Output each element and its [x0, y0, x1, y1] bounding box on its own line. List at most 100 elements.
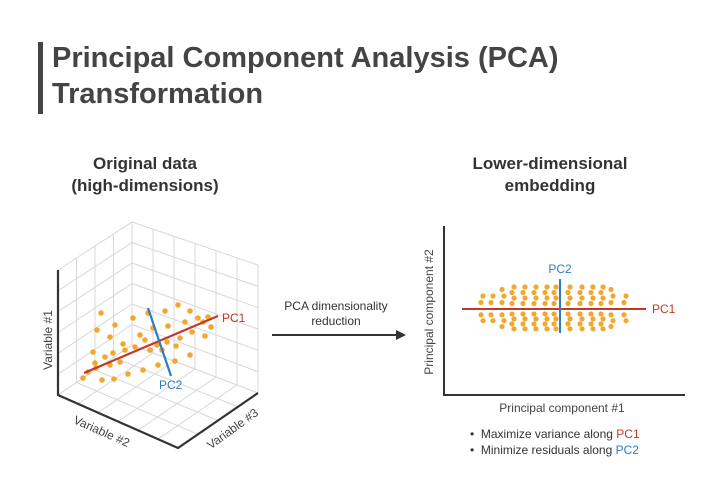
- cube-axes: [56, 270, 259, 450]
- data-point: [588, 311, 594, 317]
- data-point: [509, 289, 515, 296]
- data-point: [590, 295, 596, 301]
- data-point: [621, 312, 627, 318]
- data-point: [511, 316, 517, 322]
- data-point: [577, 311, 583, 317]
- data-point: [567, 284, 573, 290]
- data-point: [600, 295, 606, 301]
- axis-label-variable-3: Variable #3: [204, 405, 261, 452]
- grid-line: [131, 303, 259, 351]
- data-point: [608, 312, 614, 318]
- data-point: [579, 284, 585, 290]
- data-point: [480, 293, 486, 299]
- data-point: [598, 321, 604, 327]
- y-axis-label: Principal component #2: [422, 249, 436, 375]
- data-point: [542, 311, 548, 317]
- data-point: [112, 322, 118, 328]
- data-point: [499, 323, 505, 330]
- data-point: [565, 300, 571, 307]
- data-point: [600, 316, 606, 322]
- data-point: [520, 311, 526, 317]
- data-point: [565, 289, 571, 296]
- data-point: [488, 299, 494, 306]
- data-point: [122, 347, 128, 353]
- data-point: [531, 321, 537, 327]
- data-point: [533, 316, 539, 322]
- grid-line: [57, 283, 133, 333]
- data-point: [208, 324, 214, 330]
- data-point: [579, 295, 585, 301]
- grid-line: [131, 262, 259, 309]
- data-point: [501, 318, 507, 324]
- data-point: [99, 377, 105, 383]
- data-point: [137, 332, 143, 338]
- data-point: [544, 295, 550, 301]
- data-point: [142, 337, 148, 343]
- pc2-line-3d: [146, 307, 173, 377]
- data-point: [520, 289, 526, 296]
- data-point: [175, 302, 181, 308]
- data-point: [92, 360, 98, 366]
- page-title: Principal Component Analysis (PCA) Trans…: [52, 40, 559, 112]
- grid-line: [57, 262, 133, 313]
- data-point: [600, 326, 606, 332]
- data-point: [623, 293, 629, 299]
- data-point: [501, 293, 507, 299]
- data-point: [621, 299, 627, 306]
- bullet-1: • Maximize variance along PC1: [470, 427, 640, 441]
- data-point: [588, 321, 594, 327]
- pc2-label-2d: PC2: [548, 262, 572, 276]
- data-point: [80, 375, 86, 381]
- data-point: [130, 315, 136, 321]
- right-heading: Lower-dimensional embedding: [460, 153, 640, 197]
- data-point: [177, 335, 183, 341]
- data-point: [553, 284, 559, 290]
- data-point: [565, 321, 571, 327]
- data-point: [598, 300, 604, 307]
- data-point: [499, 286, 505, 293]
- data-point: [531, 311, 537, 317]
- data-point: [542, 321, 548, 327]
- data-point: [522, 295, 528, 301]
- data-point: [623, 318, 629, 324]
- data-point: [608, 286, 614, 293]
- x-axis-label: Principal component #1: [499, 401, 625, 415]
- data-point: [488, 312, 494, 318]
- data-point: [533, 284, 539, 290]
- axis-label-variable-1: Variable #1: [41, 310, 55, 370]
- data-point: [132, 344, 138, 350]
- data-point: [579, 326, 585, 332]
- data-point: [147, 347, 153, 353]
- data-point: [480, 318, 486, 324]
- data-point: [117, 359, 123, 365]
- data-point: [511, 326, 517, 332]
- data-point: [590, 316, 596, 322]
- data-point: [590, 326, 596, 332]
- data-point: [509, 321, 515, 327]
- data-point: [531, 289, 537, 296]
- data-point: [162, 308, 168, 314]
- data-point: [542, 289, 548, 296]
- data-point: [567, 295, 573, 301]
- grid-line: [131, 283, 259, 330]
- grid-line: [131, 221, 259, 266]
- data-point: [553, 316, 559, 322]
- data-point: [608, 299, 614, 306]
- data-point: [608, 323, 614, 330]
- left-heading-line-1: Original data: [93, 154, 197, 173]
- title-accent-bar: [38, 42, 43, 114]
- pc1-label-3d: PC1: [222, 311, 246, 325]
- data-point: [173, 343, 179, 349]
- data-point: [598, 289, 604, 296]
- data-point: [577, 300, 583, 307]
- data-point: [187, 352, 193, 358]
- data-point: [120, 341, 126, 347]
- data-point: [165, 323, 171, 329]
- bullet-2-pc: PC2: [615, 443, 639, 457]
- data-point: [511, 295, 517, 301]
- data-point: [140, 367, 146, 373]
- right-heading-line-2: embedding: [504, 176, 596, 195]
- data-point: [107, 334, 113, 340]
- data-point: [522, 284, 528, 290]
